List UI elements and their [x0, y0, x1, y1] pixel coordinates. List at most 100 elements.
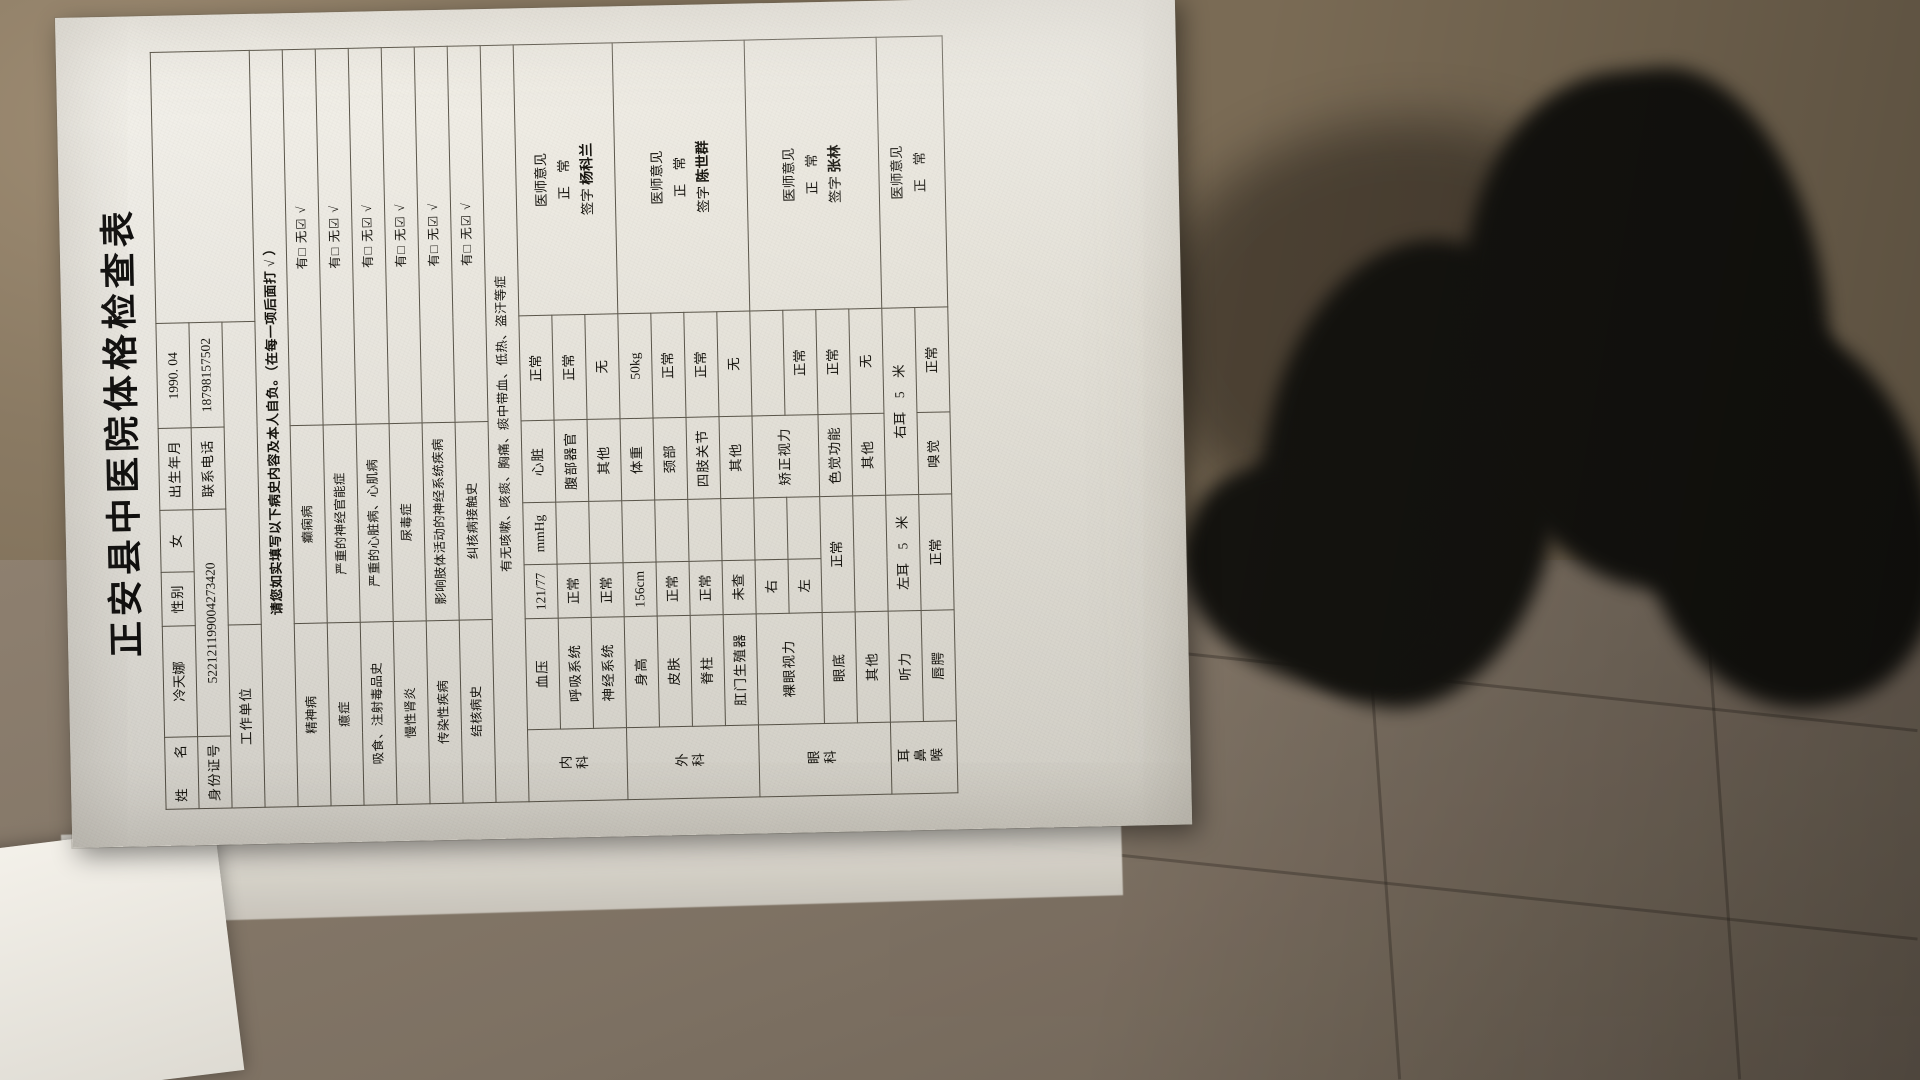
row-value-2[interactable]: 正常: [551, 314, 588, 421]
row-unit: [621, 500, 657, 563]
form-sheet[interactable]: 正安县中医院体格检查表 姓 名 冷天娜 性别 女 出生年月 1990. 04: [55, 0, 1193, 848]
doctor-opinion-label: 医师意见: [780, 147, 797, 202]
row-value-1[interactable]: 156cm: [623, 562, 658, 617]
id-value[interactable]: 522121199004273420: [192, 509, 231, 737]
row-unit: [555, 501, 591, 565]
doctor-opinion-erbihou[interactable]: 医师意见 正 常: [876, 35, 948, 309]
row-label: 皮肤: [657, 615, 693, 727]
corrected-vision-label: 矫正视力: [751, 414, 820, 499]
signature-line[interactable]: 签字 张林: [824, 43, 847, 306]
row-label-2: 体重: [620, 418, 655, 501]
smell-value[interactable]: 正常: [914, 307, 950, 413]
history-name: 结核病史: [459, 619, 497, 804]
birth-value[interactable]: 1990. 04: [155, 323, 192, 429]
row-value-2[interactable]: 无: [584, 314, 621, 420]
row-label: 呼吸系统: [558, 617, 594, 730]
row-value-2[interactable]: 无: [716, 311, 752, 417]
row-label-2: 心脏: [521, 420, 556, 503]
naked-vision-right[interactable]: [753, 497, 788, 561]
other-value-yanke-2[interactable]: 无: [848, 308, 884, 415]
row-value-1[interactable]: 正常: [689, 560, 724, 616]
lip-palate-label: 唇腭: [921, 609, 957, 722]
history-name: 癔症: [327, 622, 365, 806]
signature-line[interactable]: 签字 杨科兰: [577, 48, 600, 311]
other-label-yanke: 其他: [855, 610, 891, 723]
color-vision-label: 色觉功能: [817, 414, 853, 497]
doctor-opinion-waike[interactable]: 医师意见 正 常 签字 陈世群: [612, 40, 750, 315]
row-value-1[interactable]: 正常: [557, 563, 592, 618]
fundus-label: 眼底: [822, 611, 858, 724]
row-unit: [654, 499, 690, 563]
birth-label: 出生年月: [158, 427, 193, 511]
naked-vision-left[interactable]: [786, 496, 821, 560]
smell-label: 嗅觉: [916, 411, 952, 495]
row-unit: mmHg: [522, 502, 558, 565]
history-name: 精神病: [294, 622, 332, 807]
photo-box[interactable]: [150, 50, 255, 324]
page-title: 正安县中医院体格检查表: [97, 205, 148, 658]
row-label-2: 其他: [587, 418, 622, 502]
vision-side-right: 右: [755, 559, 790, 614]
form-sheet-wrapper[interactable]: 正安县中医院体格检查表 姓 名 冷天娜 性别 女 出生年月 1990. 04: [55, 0, 1193, 848]
id-label: 身份证号: [197, 735, 233, 809]
row-label-2: 其他: [718, 416, 754, 499]
row-value-1[interactable]: 正常: [590, 562, 625, 618]
corrected-vision-left[interactable]: 正常: [782, 309, 818, 416]
row-value-2[interactable]: 正常: [650, 312, 687, 419]
row-value-2[interactable]: 50kg: [617, 313, 654, 419]
signature-line[interactable]: 签字 陈世群: [692, 45, 715, 308]
doctor-opinion-value: 正 常: [911, 151, 928, 193]
lip-palate-value[interactable]: 正常: [918, 493, 955, 611]
history-detail: 癫痫病: [290, 425, 328, 624]
phone-value[interactable]: 18798157502: [188, 322, 225, 428]
corrected-vision-right[interactable]: [749, 310, 785, 417]
signature-label: 签字: [579, 188, 596, 216]
exam-form-table: 姓 名 冷天娜 性别 女 出生年月 1990. 04 身份证号 52212119…: [150, 35, 959, 810]
row-value-1[interactable]: 正常: [656, 561, 691, 616]
vision-side-left: 左: [787, 558, 823, 614]
hearing-right-ear[interactable]: 右耳 5 米: [881, 307, 919, 496]
history-name: 吸食、注射毒品史: [360, 621, 398, 806]
doctor-opinion-neike[interactable]: 医师意见 正 常 签字 杨科兰: [513, 42, 618, 317]
history-name: 传染性疾病: [426, 619, 464, 804]
signature-label: 签字: [827, 175, 843, 204]
name-value[interactable]: 冷天娜: [162, 625, 198, 738]
hearing-left-ear[interactable]: 左耳 5 米: [885, 494, 922, 611]
row-value-1[interactable]: 121/77: [524, 564, 559, 619]
row-unit: [720, 498, 756, 561]
sex-value[interactable]: 女: [159, 509, 195, 573]
phone-label: 联系电话: [191, 427, 226, 510]
history-detail: 严重的心脏病、心肌病: [356, 423, 394, 623]
row-label-2: 腹部器官: [554, 419, 589, 503]
hearing-label: 听力: [888, 610, 924, 723]
section-label-erbihou: 耳鼻喉: [890, 720, 958, 795]
other-value-yanke[interactable]: [852, 495, 889, 612]
exam-form-page: 正安县中医院体格检查表 姓 名 冷天娜 性别 女 出生年月 1990. 04: [55, 0, 1192, 848]
doctor-opinion-value: 正 常: [803, 153, 820, 195]
row-label-2: 四肢关节: [686, 416, 721, 500]
row-label: 神经系统: [591, 616, 627, 729]
signature-value: 杨科兰: [579, 142, 596, 185]
history-detail: 尿毒症: [389, 423, 427, 622]
fundus-value[interactable]: 正常: [819, 496, 856, 613]
history-detail: 影响肢体活动的神经系统疾病: [422, 422, 460, 621]
row-value-2[interactable]: 正常: [683, 312, 719, 418]
section-label-yanke: 眼科: [758, 722, 892, 797]
color-vision-value[interactable]: 正常: [815, 309, 851, 415]
history-detail: 严重的神经官能症: [323, 424, 361, 623]
doctor-opinion-label: 医师意见: [888, 145, 905, 200]
name-label: 姓 名: [164, 736, 200, 810]
row-label: 脊柱: [690, 614, 726, 727]
history-name: 慢性肾炎: [393, 620, 431, 805]
doctor-opinion-yanke[interactable]: 医师意见 正 常 签字 张林: [744, 37, 882, 312]
naked-vision-label: 裸眼视力: [756, 612, 825, 725]
row-value-1[interactable]: 未查: [722, 560, 757, 615]
row-unit: [687, 498, 723, 562]
row-value-2[interactable]: 正常: [518, 315, 555, 421]
signature-value: 张林: [827, 144, 844, 173]
sex-label: 性别: [161, 571, 196, 627]
row-label: 血压: [525, 617, 561, 730]
row-unit: [588, 500, 624, 564]
history-detail: 纠核病接触史: [455, 421, 493, 620]
